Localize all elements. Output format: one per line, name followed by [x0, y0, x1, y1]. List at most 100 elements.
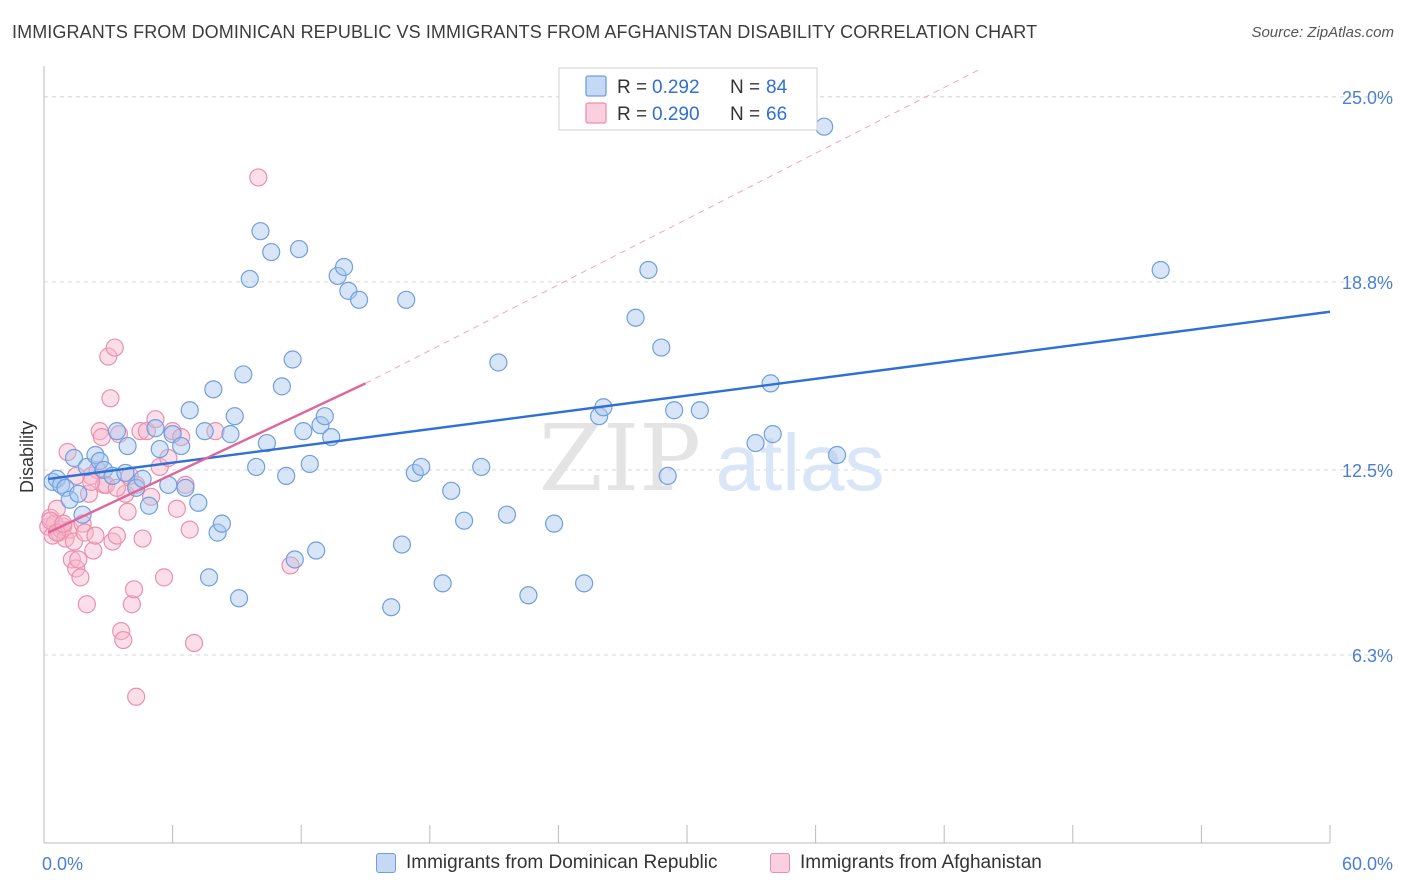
- x-tick-label-1: 60.0%: [1342, 854, 1393, 874]
- point-blue-45: [289, 239, 309, 259]
- point-pink-22: [86, 526, 105, 545]
- point-blue-81: [815, 117, 834, 136]
- legend-r-value-1: 0.290: [652, 104, 700, 125]
- point-blue-82: [827, 445, 847, 465]
- point-pink-15: [71, 568, 90, 587]
- point-pink-31: [105, 338, 124, 357]
- point-blue-36: [240, 269, 259, 289]
- point-pink-29: [101, 389, 120, 408]
- legend-r-value-0: 0.292: [652, 77, 700, 98]
- legend-box: R = 0.292 N = 84 R = 0.290 N = 66: [558, 67, 818, 131]
- source-label: Source: ZipAtlas.com: [1251, 24, 1394, 41]
- point-blue-27: [195, 422, 214, 441]
- point-blue-44: [285, 550, 304, 569]
- point-pink-21: [84, 541, 103, 560]
- point-pink-42: [131, 422, 150, 441]
- point-blue-65: [489, 353, 508, 372]
- trend-line-pink: [47, 382, 367, 534]
- legend-item-afghanistan: Immigrants from Afghanistan: [770, 852, 1042, 874]
- point-blue-47: [300, 454, 319, 474]
- point-blue-63: [454, 511, 474, 530]
- axes: [43, 66, 1331, 844]
- legend-n-value-1: 66: [766, 104, 787, 125]
- point-blue-43: [283, 350, 302, 369]
- legend-swatch-blue: [376, 853, 396, 873]
- point-blue-83: [1151, 260, 1170, 280]
- point-pink-57: [249, 168, 268, 187]
- point-blue-75: [658, 466, 677, 485]
- point-blue-33: [225, 407, 244, 426]
- point-blue-50: [315, 407, 334, 426]
- point-pink-64: [107, 478, 126, 497]
- point-pink-55: [184, 633, 204, 653]
- point-blue-52: [328, 266, 347, 286]
- point-blue-78: [746, 433, 765, 453]
- point-blue-64: [472, 457, 491, 477]
- point-blue-66: [497, 505, 517, 524]
- bottom-legend: Immigrants from Dominican Republic Immig…: [0, 852, 1406, 878]
- point-blue-5: [64, 448, 84, 468]
- legend-label-dominican: Immigrants from Dominican Republic: [406, 852, 718, 873]
- tick-labels: 6.3% 12.5% 18.8% 25.0% 0.0% 60.0% Disability: [17, 88, 1393, 874]
- point-blue-38: [251, 222, 270, 241]
- point-blue-68: [545, 514, 564, 533]
- point-pink-35: [114, 630, 133, 650]
- point-blue-58: [397, 290, 416, 309]
- point-blue-53: [334, 257, 354, 277]
- point-blue-72: [626, 308, 645, 327]
- point-blue-13: [107, 422, 126, 441]
- point-blue-31: [212, 514, 231, 533]
- trend-ext-pink: [365, 69, 979, 384]
- point-blue-32: [221, 425, 240, 444]
- trend-lines: [47, 69, 1331, 534]
- y-tick-label-0: 6.3%: [1352, 646, 1393, 666]
- point-blue-30: [208, 523, 227, 542]
- legend-r-label-0: R =: [617, 77, 647, 98]
- point-blue-24: [176, 478, 195, 497]
- point-pink-63: [82, 472, 101, 491]
- series-dominican-points: [43, 117, 1170, 617]
- watermark-zip: ZIP: [539, 405, 701, 512]
- point-blue-20: [150, 439, 169, 459]
- point-blue-40: [262, 242, 281, 262]
- watermark: ZIP atlas: [539, 405, 885, 512]
- point-blue-77: [690, 401, 709, 420]
- point-pink-56: [206, 422, 225, 441]
- point-pink-18: [77, 595, 96, 614]
- point-blue-23: [172, 436, 191, 456]
- point-blue-19: [146, 419, 165, 438]
- point-blue-80: [763, 425, 782, 444]
- point-blue-18: [139, 496, 159, 515]
- legend-swatch-pink: [770, 853, 790, 873]
- point-blue-69: [575, 574, 594, 593]
- point-blue-60: [412, 457, 431, 477]
- legend-n-label-1: N =: [730, 104, 760, 125]
- point-pink-17: [75, 523, 94, 542]
- legend-item-dominican: Immigrants from Dominican Republic: [376, 852, 718, 874]
- point-blue-26: [189, 493, 208, 512]
- point-blue-25: [180, 401, 199, 420]
- point-pink-37: [118, 502, 137, 521]
- watermark-atlas: atlas: [716, 418, 885, 507]
- trend-line-blue: [48, 310, 1331, 481]
- point-blue-67: [519, 586, 538, 605]
- point-blue-42: [277, 466, 296, 485]
- point-blue-15: [118, 436, 137, 456]
- point-pink-54: [180, 520, 199, 539]
- point-pink-51: [167, 499, 186, 518]
- point-pink-32: [107, 526, 126, 545]
- y-axis-title: Disability: [17, 421, 37, 493]
- y-tick-label-3: 25.0%: [1342, 88, 1393, 108]
- point-pink-41: [127, 687, 146, 706]
- point-blue-37: [247, 457, 266, 477]
- point-blue-29: [204, 380, 223, 399]
- point-blue-73: [639, 260, 658, 280]
- point-pink-43: [133, 529, 152, 548]
- point-blue-57: [392, 535, 412, 554]
- legend-label-afghanistan: Immigrants from Afghanistan: [800, 852, 1042, 873]
- point-blue-74: [652, 338, 671, 357]
- point-blue-10: [90, 451, 109, 471]
- point-pink-39: [122, 595, 141, 614]
- legend-swatch-pink: [585, 102, 607, 124]
